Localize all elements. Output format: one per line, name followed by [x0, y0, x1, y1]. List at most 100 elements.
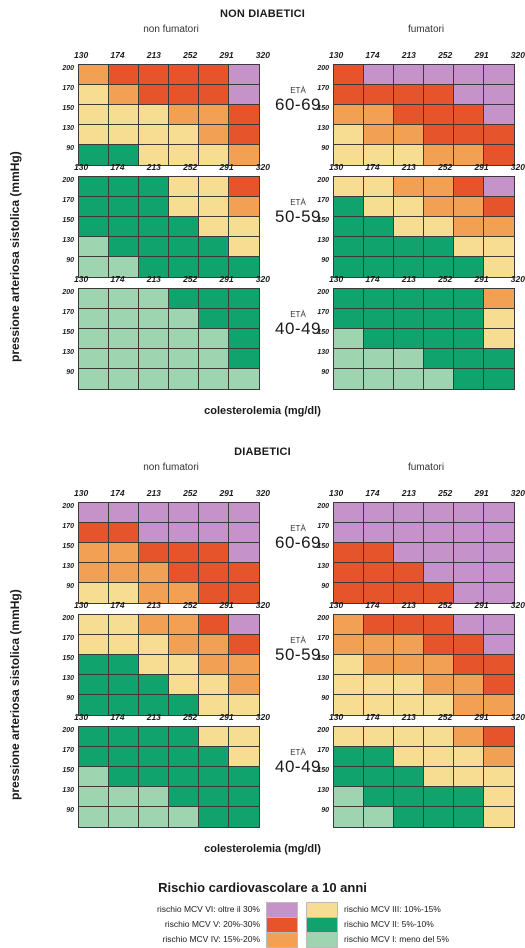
risk-cell [199, 85, 229, 105]
x-tick-label: 130 [329, 600, 344, 610]
risk-cell [334, 675, 364, 695]
y-tick-label: 150 [317, 767, 329, 774]
risk-cell [199, 349, 229, 369]
risk-cell [334, 767, 364, 787]
risk-cell [454, 503, 484, 523]
legend-label: rischio MCV I: meno del 5% [344, 934, 449, 944]
age-range: 50-59 [275, 207, 321, 226]
risk-cell [364, 197, 394, 217]
risk-cell [139, 105, 169, 125]
risk-cell [454, 85, 484, 105]
risk-cell [109, 563, 139, 583]
risk-cell [424, 349, 454, 369]
x-tick-label: 174 [110, 50, 125, 60]
risk-cell [229, 65, 259, 85]
y-tick-label: 170 [62, 309, 74, 316]
y-tick-label: 170 [62, 197, 74, 204]
y-tick-label: 90 [321, 695, 329, 702]
x-tick-label: 174 [110, 162, 125, 172]
legend-swatch [306, 917, 338, 933]
age-prefix: ETÀ [290, 310, 306, 319]
risk-cell [394, 635, 424, 655]
risk-cell [109, 583, 139, 603]
risk-cell [424, 695, 454, 715]
risk-cell [364, 349, 394, 369]
risk-cell [229, 747, 259, 767]
risk-cell [79, 289, 109, 309]
risk-cell [79, 369, 109, 389]
risk-cell [169, 615, 199, 635]
risk-cell [424, 197, 454, 217]
age-label: ETÀ 40-49 [263, 310, 333, 339]
risk-cell [334, 807, 364, 827]
risk-cell [109, 807, 139, 827]
risk-cell [139, 329, 169, 349]
risk-cell [334, 615, 364, 635]
risk-cell [364, 65, 394, 85]
risk-cell [139, 787, 169, 807]
age-prefix: ETÀ [290, 748, 306, 757]
risk-cell [394, 105, 424, 125]
risk-cell [199, 583, 229, 603]
risk-cell [424, 747, 454, 767]
risk-cell [169, 289, 199, 309]
risk-cell [364, 237, 394, 257]
risk-cell [484, 523, 514, 543]
risk-cell [79, 85, 109, 105]
risk-cell [394, 747, 424, 767]
x-tick-label: 174 [110, 600, 125, 610]
risk-cell [424, 289, 454, 309]
y-tick-label: 130 [62, 563, 74, 570]
x-tick-label: 130 [74, 274, 89, 284]
risk-cell [424, 563, 454, 583]
risk-cell [139, 177, 169, 197]
risk-cell [229, 329, 259, 349]
risk-cell [394, 289, 424, 309]
x-tick-row: 130 174 213 252 291 320 [74, 162, 270, 172]
y-tick-label: 200 [317, 503, 329, 510]
y-tick-column: 200 170 150 130 90 [52, 503, 74, 603]
risk-cell [79, 563, 109, 583]
risk-cell [229, 503, 259, 523]
y-tick-column: 200 170 150 130 90 [52, 727, 74, 827]
x-tick-label: 213 [401, 712, 416, 722]
risk-cell [484, 655, 514, 675]
risk-cell [484, 563, 514, 583]
y-tick-column: 200 170 150 130 90 [52, 615, 74, 715]
x-tick-label: 213 [146, 488, 161, 498]
risk-cell [229, 105, 259, 125]
risk-cell [454, 65, 484, 85]
risk-cell [454, 309, 484, 329]
risk-cell [454, 655, 484, 675]
risk-cell [454, 727, 484, 747]
age-range: 40-49 [275, 319, 321, 338]
risk-cell [229, 807, 259, 827]
risk-cell [484, 65, 514, 85]
risk-cell [139, 65, 169, 85]
risk-grid [333, 502, 515, 604]
y-tick-label: 200 [317, 727, 329, 734]
x-tick-label: 130 [329, 712, 344, 722]
x-tick-label: 130 [74, 50, 89, 60]
y-tick-label: 130 [62, 675, 74, 682]
risk-cell [169, 655, 199, 675]
risk-cell [424, 583, 454, 603]
age-prefix: ETÀ [290, 86, 306, 95]
x-tick-label: 291 [219, 162, 234, 172]
risk-cell [454, 563, 484, 583]
y-tick-label: 130 [317, 125, 329, 132]
risk-cell [139, 655, 169, 675]
legend-swatch [306, 932, 338, 948]
y-tick-label: 200 [317, 289, 329, 296]
risk-cell [424, 543, 454, 563]
risk-cell [139, 217, 169, 237]
y-tick-label: 90 [66, 583, 74, 590]
x-tick-label: 213 [401, 600, 416, 610]
x-tick-label: 291 [219, 600, 234, 610]
risk-cell [169, 177, 199, 197]
risk-cell [364, 257, 394, 277]
x-tick-label: 320 [255, 600, 270, 610]
x-tick-row: 130 174 213 252 291 320 [329, 488, 525, 498]
risk-grid [78, 614, 260, 716]
x-tick-label: 252 [183, 50, 198, 60]
